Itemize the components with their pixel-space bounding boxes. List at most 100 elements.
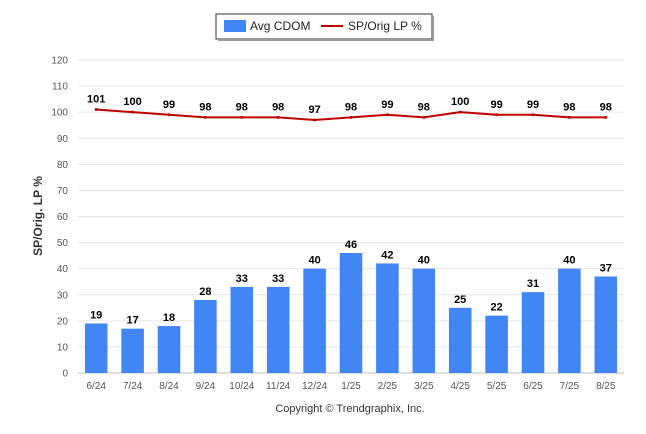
x-tick-label: 7/24 [123, 381, 143, 392]
line-point [422, 115, 426, 119]
bar-data-label: 25 [454, 294, 466, 306]
line-data-label: 98 [236, 101, 248, 113]
line-point [567, 115, 571, 119]
bar-data-label: 33 [272, 273, 284, 285]
gridlines [78, 59, 624, 348]
x-tick-label: 6/25 [523, 381, 543, 392]
x-tick-label: 5/25 [487, 381, 507, 392]
x-tick-label: 1/25 [341, 381, 361, 392]
y-tick-label: 50 [57, 238, 69, 249]
bar [121, 328, 144, 373]
bar-data-label: 37 [600, 262, 612, 274]
line-point [349, 115, 353, 119]
x-tick-label: 9/24 [196, 381, 216, 392]
bar-data-label: 31 [527, 278, 539, 290]
x-tick-label: 2/25 [378, 381, 398, 392]
x-tick-label: 8/25 [596, 381, 616, 392]
bar [339, 253, 363, 373]
bar-data-label: 33 [236, 273, 248, 285]
x-tick-label: 6/24 [86, 381, 106, 392]
bar-data-labels: 19 17 18 28 33 33 40 46 42 40 25 22 31 40 37 [90, 239, 612, 327]
y-tick-label: 40 [57, 264, 69, 275]
y-tick-label: 30 [57, 290, 69, 301]
line-point [276, 115, 280, 119]
bar-data-label: 46 [345, 239, 357, 251]
bar [485, 315, 508, 373]
line-data-label: 99 [490, 99, 502, 111]
bar [157, 326, 181, 373]
bar-data-label: 19 [90, 309, 102, 321]
y-tick-label: 10 [57, 342, 69, 353]
line-data-label: 98 [563, 101, 575, 113]
y-tick-label: 90 [57, 134, 69, 145]
line-data-label: 97 [308, 104, 320, 116]
bar-data-label: 40 [563, 255, 575, 267]
legend-label-sp-orig-lp: SP/Orig LP % [348, 19, 422, 33]
bar [448, 307, 472, 373]
y-axis-title: SP/Orig. LP % [31, 176, 45, 256]
line-point [167, 113, 171, 117]
bar-data-label: 17 [126, 315, 138, 327]
line-point [495, 113, 499, 117]
bar-data-label: 28 [199, 286, 211, 298]
y-tick-label: 100 [51, 108, 68, 119]
bar-data-label: 42 [381, 249, 393, 261]
bar [303, 268, 326, 373]
legend-swatch-avg-cdom [224, 20, 246, 32]
x-tick-label: 4/25 [450, 381, 470, 392]
x-tick-label: 7/25 [560, 381, 580, 392]
line-data-label: 101 [87, 94, 105, 106]
line-data-label: 98 [272, 101, 284, 113]
y-tick-label: 110 [52, 82, 68, 93]
line-point [131, 110, 135, 114]
line-point [313, 118, 317, 122]
line-data-label: 99 [163, 99, 175, 111]
x-tick-label: 10/24 [229, 381, 254, 392]
y-tick-label: 80 [57, 160, 69, 171]
bar-data-label: 40 [308, 255, 320, 267]
bar [521, 292, 545, 373]
line-point [203, 115, 207, 119]
line-point [458, 110, 462, 114]
line-data-label: 100 [451, 96, 469, 108]
bar [412, 268, 436, 373]
line-data-label: 99 [527, 99, 539, 111]
y-tick-label: 70 [57, 186, 69, 197]
bar-data-label: 40 [418, 255, 430, 267]
bar [230, 286, 254, 373]
line-data-label: 98 [600, 101, 612, 113]
line-point [94, 108, 98, 112]
x-tick-label: 12/24 [302, 381, 327, 392]
line-series [94, 108, 608, 122]
y-tick-label: 0 [62, 369, 68, 380]
line-point [385, 113, 389, 117]
x-tick-label: 8/24 [159, 381, 179, 392]
line-point [604, 115, 608, 119]
bar [594, 276, 618, 373]
line-data-label: 98 [345, 101, 357, 113]
line-data-label: 98 [418, 101, 430, 113]
x-tick-label: 3/25 [414, 381, 434, 392]
legend: Avg CDOM SP/Orig LP % [215, 13, 434, 41]
bar-data-label: 18 [163, 312, 175, 324]
y-axis-ticks: 0 10 20 30 40 50 60 70 80 90 100 110 120 [51, 56, 68, 380]
bar [558, 268, 581, 373]
bar-series [84, 253, 618, 373]
x-tick-label: 11/24 [266, 381, 291, 392]
line-point [531, 113, 535, 117]
bar [194, 299, 217, 373]
line-point [240, 115, 244, 119]
y-tick-label: 60 [57, 212, 69, 223]
bar [84, 323, 108, 373]
y-tick-label: 20 [57, 316, 69, 327]
line-data-label: 98 [199, 101, 211, 113]
line-data-labels: 101 100 99 98 98 98 97 98 99 98 100 99 99 98 98 [87, 94, 612, 116]
line-data-label: 99 [381, 99, 393, 111]
bar-data-label: 22 [490, 302, 502, 314]
bar [376, 263, 399, 373]
y-tick-label: 120 [51, 56, 68, 67]
bar [266, 286, 290, 373]
copyright-credit: Copyright © Trendgraphix, Inc. [275, 403, 424, 415]
x-axis-ticks: 6/24 7/24 8/24 9/24 10/24 11/24 12/24 1/25 2/25 3… [86, 381, 616, 392]
